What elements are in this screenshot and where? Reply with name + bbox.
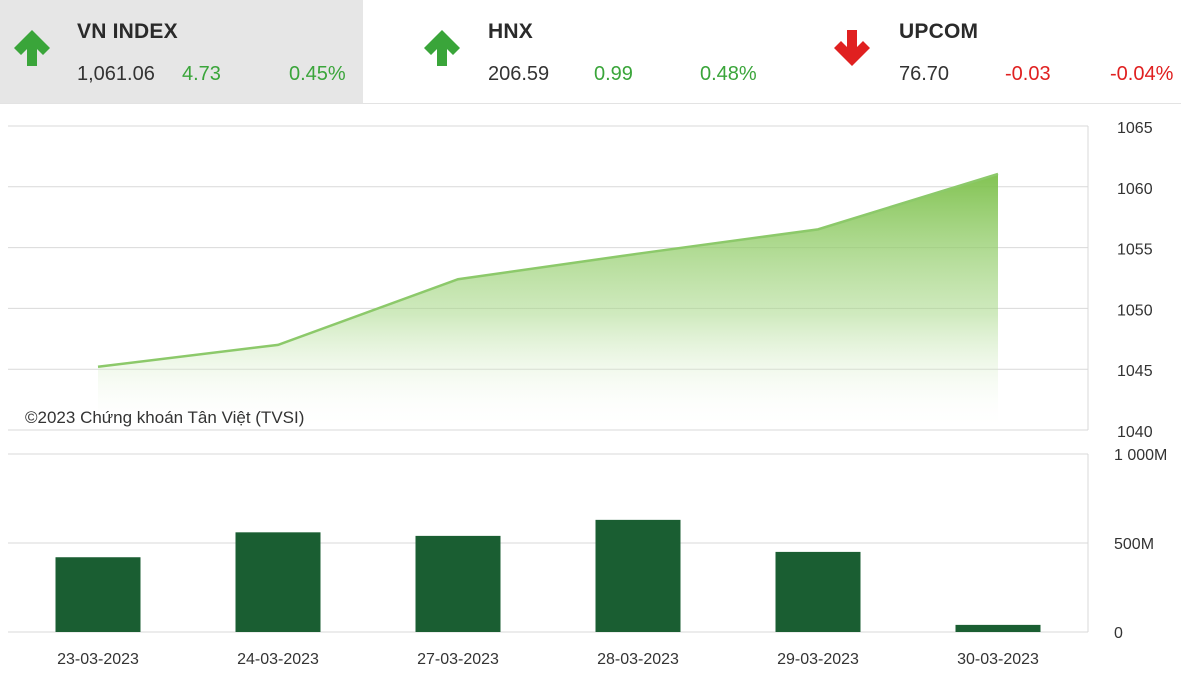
index-ticker-bar: VN INDEX 1,061.06 4.73 0.45% HNX 206.59 … [0,0,1181,103]
ticker-name: VN INDEX [77,20,178,43]
y-tick-label: 1055 [1117,242,1153,259]
y-tick-label: 1065 [1117,120,1153,137]
arrow-up-icon [424,30,460,66]
ticker-value: 76.70 [899,63,950,85]
arrow-up-icon [14,30,50,66]
volume-chart-grid [8,453,1089,633]
y-tick-label: 500M [1114,536,1154,553]
ticker-name: HNX [488,20,533,43]
header-divider [0,103,1181,104]
volume-chart-y-axis: 1 000M 500M 0 [1114,447,1167,642]
x-tick-label: 24-03-2023 [237,651,319,668]
y-tick-label: 1050 [1117,302,1153,319]
ticker-vn-index[interactable]: VN INDEX 1,061.06 4.73 0.45% [0,0,363,103]
index-chart: 1065 1060 1055 1050 1045 1040 ©2023 Chứng kho… [8,120,1167,668]
ticker-value: 206.59 [488,63,550,85]
volume-bar [415,535,501,632]
area-series-line [97,172,999,369]
y-tick-label: 1060 [1117,181,1153,198]
date-x-axis: 23-03-2023 24-03-2023 27-03-2023 28-03-2023… [57,651,1039,668]
ticker-percent: -0.04% [1110,63,1174,85]
volume-bar [235,532,321,632]
y-tick-label: 1040 [1117,424,1153,441]
y-tick-label: 1045 [1117,363,1153,380]
ticker-change: 4.73 [182,63,221,85]
ticker-hnx[interactable]: HNX 206.59 0.99 0.48% [410,0,790,103]
arrow-down-icon [834,30,870,66]
ticker-change: 0.99 [594,63,633,85]
area-chart-plot [97,172,999,430]
ticker-percent: 0.48% [700,63,757,85]
ticker-percent: 0.45% [289,63,346,85]
area-fill [98,173,998,430]
ticker-change: -0.03 [1005,63,1051,85]
x-tick-label: 29-03-2023 [777,651,859,668]
ticker-value: 1,061.06 [77,63,155,85]
x-tick-label: 27-03-2023 [417,651,499,668]
ticker-name: UPCOM [899,20,979,43]
volume-bar [955,624,1041,632]
volume-bar [55,557,141,632]
x-tick-label: 30-03-2023 [957,651,1039,668]
area-chart-y-axis: 1065 1060 1055 1050 1045 1040 [1117,120,1153,441]
y-tick-label: 0 [1114,625,1123,642]
volume-chart-plot [55,519,1041,632]
volume-bar [775,551,861,632]
y-tick-label: 1 000M [1114,447,1167,464]
volume-bar [595,519,681,632]
x-tick-label: 23-03-2023 [57,651,139,668]
copyright-annotation: ©2023 Chứng khoán Tân Việt (TVSI) [25,408,304,427]
ticker-upcom[interactable]: UPCOM 76.70 -0.03 -0.04% [820,0,1181,103]
x-tick-label: 28-03-2023 [597,651,679,668]
